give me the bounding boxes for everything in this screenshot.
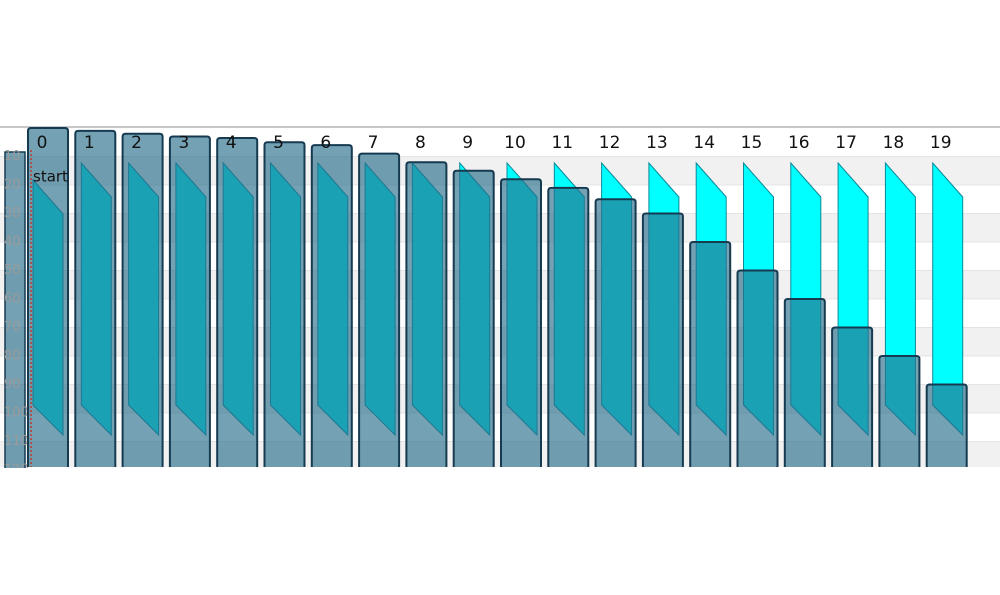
y-tick-label: 30	[4, 206, 21, 221]
y-tick-label: 80	[4, 349, 21, 364]
bar	[641, 212, 684, 467]
x-tick-label: 10	[504, 133, 526, 153]
y-tick-label: 90	[4, 377, 21, 392]
x-tick-label: 6	[320, 133, 331, 153]
bar	[689, 241, 732, 467]
bar	[27, 127, 69, 467]
y-tick-label: 20	[4, 178, 21, 193]
x-tick-label: 12	[599, 133, 621, 153]
x-tick-label: 0	[37, 133, 48, 153]
bar	[925, 383, 968, 467]
y-tick-label: 60	[4, 292, 21, 307]
bar	[736, 269, 779, 467]
x-tick-label: 8	[415, 133, 426, 153]
bar	[263, 141, 306, 467]
grid-band	[0, 156, 1000, 185]
start-label: start	[33, 168, 68, 186]
x-tick-label: 1	[84, 133, 95, 153]
x-tick-label: 18	[883, 133, 905, 153]
bar	[168, 135, 211, 467]
bar	[783, 298, 826, 467]
bar	[452, 169, 495, 467]
bar	[831, 326, 874, 467]
bar	[500, 178, 542, 467]
x-tick-label: 3	[178, 133, 189, 153]
bar	[594, 198, 637, 467]
y-tick-label: 40	[4, 235, 21, 250]
y-tick-label: 110	[4, 434, 29, 449]
bar	[74, 129, 117, 467]
bar	[216, 136, 259, 467]
y-tick-label: 10	[4, 149, 21, 164]
bar	[405, 161, 448, 467]
bar	[358, 152, 401, 467]
x-tick-label: 4	[226, 133, 237, 153]
x-tick-label: 5	[273, 133, 284, 153]
x-tick-label: 7	[368, 133, 379, 153]
x-tick-label: 2	[131, 133, 142, 153]
bottom-mask	[0, 468, 1000, 595]
bar	[547, 186, 590, 467]
x-tick-label: 19	[930, 133, 952, 153]
bar	[121, 132, 164, 467]
bar	[878, 355, 921, 467]
y-tick-label: 50	[4, 263, 21, 278]
x-tick-label: 15	[741, 133, 763, 153]
y-tick-label: 70	[4, 320, 21, 335]
x-tick-label: 11	[551, 133, 573, 153]
x-tick-label: 16	[788, 133, 810, 153]
bar	[310, 144, 353, 467]
y-tick-label: 100	[4, 406, 29, 421]
x-tick-label: 14	[693, 133, 715, 153]
x-tick-label: 17	[835, 133, 857, 153]
x-tick-label: 9	[462, 133, 473, 153]
x-tick-label: 13	[646, 133, 668, 153]
left-bar	[4, 151, 26, 471]
